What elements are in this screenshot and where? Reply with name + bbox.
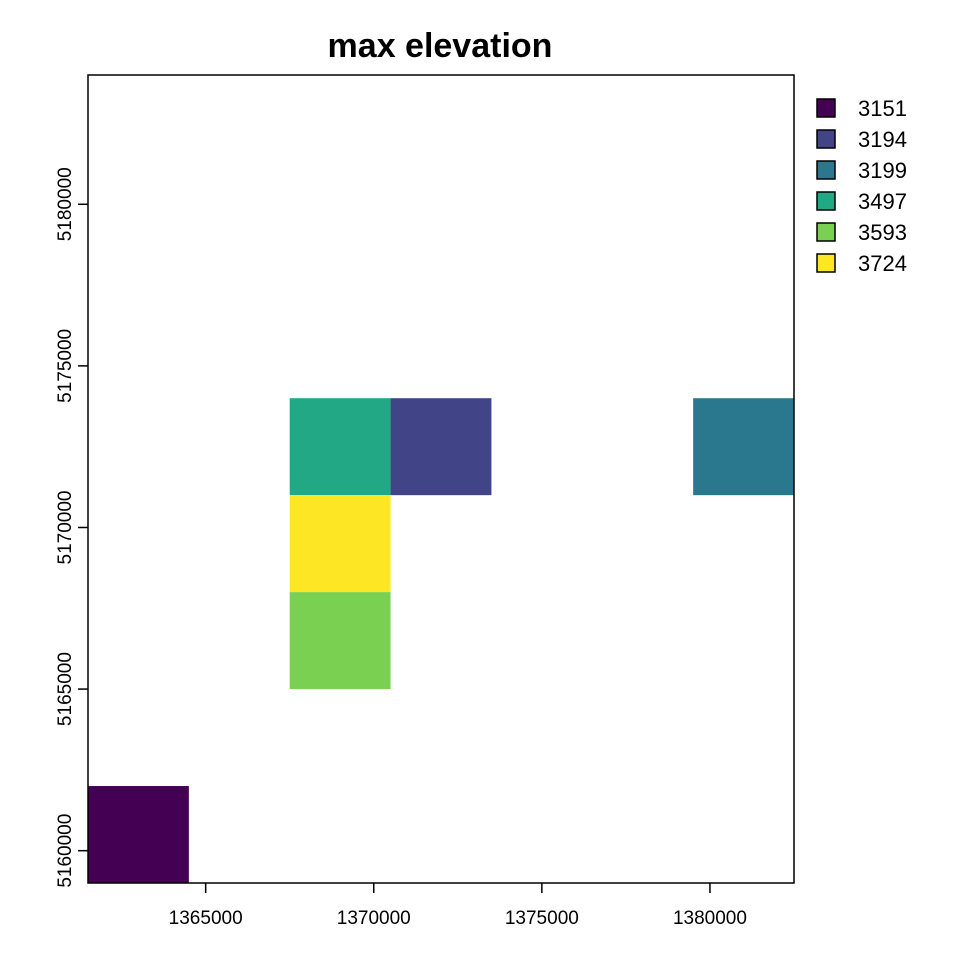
raster-cell-3194: [390, 398, 492, 496]
y-tick-label: 5170000: [55, 490, 76, 564]
legend-label: 3151: [858, 96, 907, 121]
chart-title: max elevation: [328, 27, 553, 65]
x-tick-label: 1370000: [337, 908, 411, 929]
raster-cell-3497: [289, 398, 391, 496]
legend-label: 3593: [858, 220, 907, 245]
legend-label: 3199: [858, 158, 907, 183]
legend-swatch: [816, 222, 836, 242]
raster-cell-3151: [88, 786, 189, 883]
raster-cell-3199: [693, 398, 794, 496]
legend-swatch: [816, 129, 836, 149]
x-tick-label: 1375000: [505, 908, 579, 929]
raster-cell-3724: [289, 495, 391, 593]
y-tick-label: 5160000: [55, 814, 76, 888]
legend-label: 3497: [858, 189, 907, 214]
raster-cells: [88, 398, 794, 883]
x-axis: 1365000 1370000 1375000 1380000: [169, 883, 747, 929]
y-tick-label: 5180000: [55, 167, 76, 241]
legend-swatch: [816, 160, 836, 180]
legend-swatch: [816, 191, 836, 211]
legend-swatch: [816, 253, 836, 273]
y-tick-label: 5175000: [55, 329, 76, 403]
legend-label: 3724: [858, 251, 907, 276]
x-tick-label: 1380000: [673, 908, 747, 929]
legend: 3151 3194 3199 3497 3593 3724: [816, 96, 907, 276]
plot-frame: [87, 74, 795, 884]
legend-label: 3194: [858, 127, 907, 152]
y-axis: 5160000 5165000 5170000 5175000 5180000: [55, 167, 88, 888]
x-tick-label: 1365000: [169, 908, 243, 929]
y-tick-label: 5165000: [55, 652, 76, 726]
raster-cell-3593: [289, 592, 391, 690]
legend-swatch: [816, 98, 836, 118]
